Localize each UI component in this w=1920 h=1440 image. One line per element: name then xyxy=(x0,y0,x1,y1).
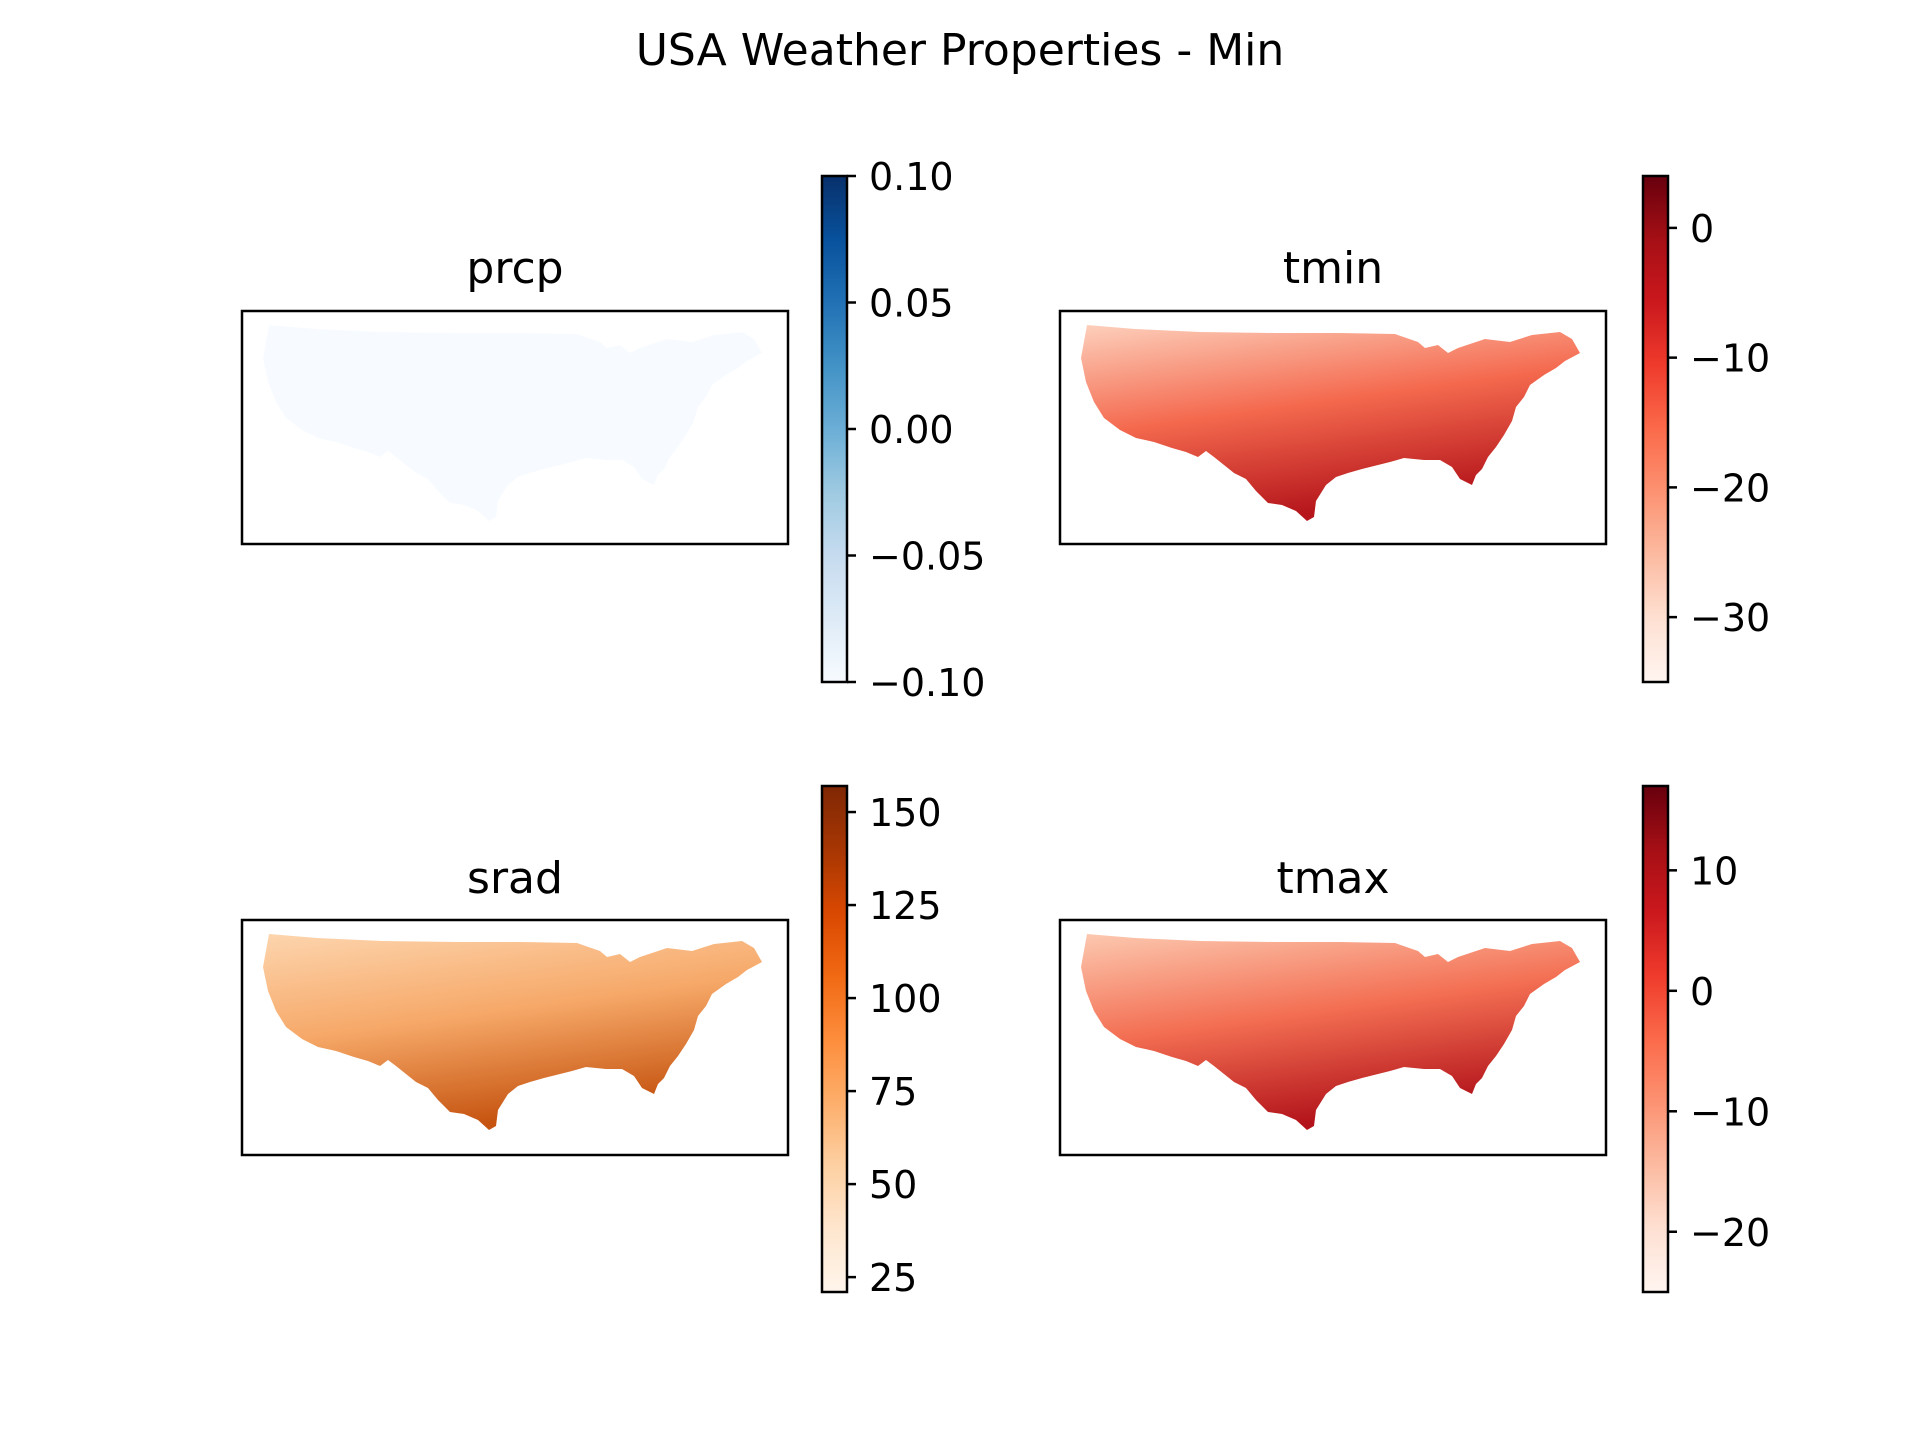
panel-title-srad: srad xyxy=(467,853,563,904)
colorbar-tick-label-srad: 50 xyxy=(869,1163,917,1207)
panel-srad: srad 25 50 75 100 125 150 xyxy=(240,784,942,1300)
colorbar-body-prcp xyxy=(820,174,849,684)
colorbar-prcp: −0.10 −0.05 0.00 0.05 0.10 xyxy=(820,155,985,705)
colorbar-tmin: −30 −20 −10 0 xyxy=(1641,174,1770,684)
colorbar-tick-label-srad: 150 xyxy=(869,791,942,835)
colorbar-tick-label-srad: 25 xyxy=(869,1256,917,1300)
usa-shape-tmin xyxy=(1081,325,1580,521)
panel-title-prcp: prcp xyxy=(466,243,563,294)
colorbar-tick-label-tmin: −10 xyxy=(1690,337,1770,381)
colorbar-tick-label-tmax: 0 xyxy=(1690,970,1714,1014)
panel-title-tmax: tmax xyxy=(1276,853,1389,904)
usa-shape-srad xyxy=(263,934,762,1130)
map-frame-srad xyxy=(240,918,790,1157)
colorbar-tick-label-prcp: 0.10 xyxy=(869,155,954,199)
colorbar-tick-label-prcp: −0.10 xyxy=(869,661,985,705)
colorbar-tick-label-tmax: 10 xyxy=(1690,849,1738,893)
map-frame-prcp xyxy=(240,309,790,546)
usa-map-srad xyxy=(263,934,762,1130)
panel-tmax: tmax −20 −10 0 10 xyxy=(1058,784,1770,1294)
colorbar-tick-label-prcp: 0.05 xyxy=(869,282,954,326)
panel-prcp: prcp −0.10 −0.05 0.00 0.05 0.10 xyxy=(240,155,985,705)
colorbar-body-srad xyxy=(820,784,849,1294)
figure-title: USA Weather Properties - Min xyxy=(636,25,1285,76)
map-frame-tmin xyxy=(1058,309,1608,546)
colorbar-tick-label-tmin: −20 xyxy=(1690,466,1770,510)
map-frame-tmax xyxy=(1058,918,1608,1157)
colorbar-srad: 25 50 75 100 125 150 xyxy=(820,784,942,1300)
usa-shape-prcp xyxy=(263,325,762,521)
usa-map-tmax xyxy=(1081,934,1580,1130)
colorbar-tick-label-tmin: 0 xyxy=(1690,207,1714,251)
colorbar-tick-label-tmax: −10 xyxy=(1690,1090,1770,1134)
colorbar-tmax: −20 −10 0 10 xyxy=(1641,784,1770,1294)
colorbar-tick-label-tmax: −20 xyxy=(1690,1211,1770,1255)
usa-map-prcp xyxy=(263,325,762,521)
colorbar-body-tmax xyxy=(1641,784,1670,1294)
colorbar-tick-label-prcp: −0.05 xyxy=(869,535,985,579)
colorbar-tick-label-srad: 75 xyxy=(869,1070,917,1114)
usa-shape-tmax xyxy=(1081,934,1580,1130)
panel-title-tmin: tmin xyxy=(1283,243,1383,294)
colorbar-tick-label-tmin: −30 xyxy=(1690,596,1770,640)
usa-map-tmin xyxy=(1081,325,1580,521)
colorbar-body-tmin xyxy=(1641,174,1670,684)
panel-tmin: tmin −30 −20 −10 0 xyxy=(1058,174,1770,684)
colorbar-tick-label-srad: 100 xyxy=(869,977,942,1021)
colorbar-tick-label-prcp: 0.00 xyxy=(869,408,954,452)
colorbar-tick-label-srad: 125 xyxy=(869,884,942,928)
